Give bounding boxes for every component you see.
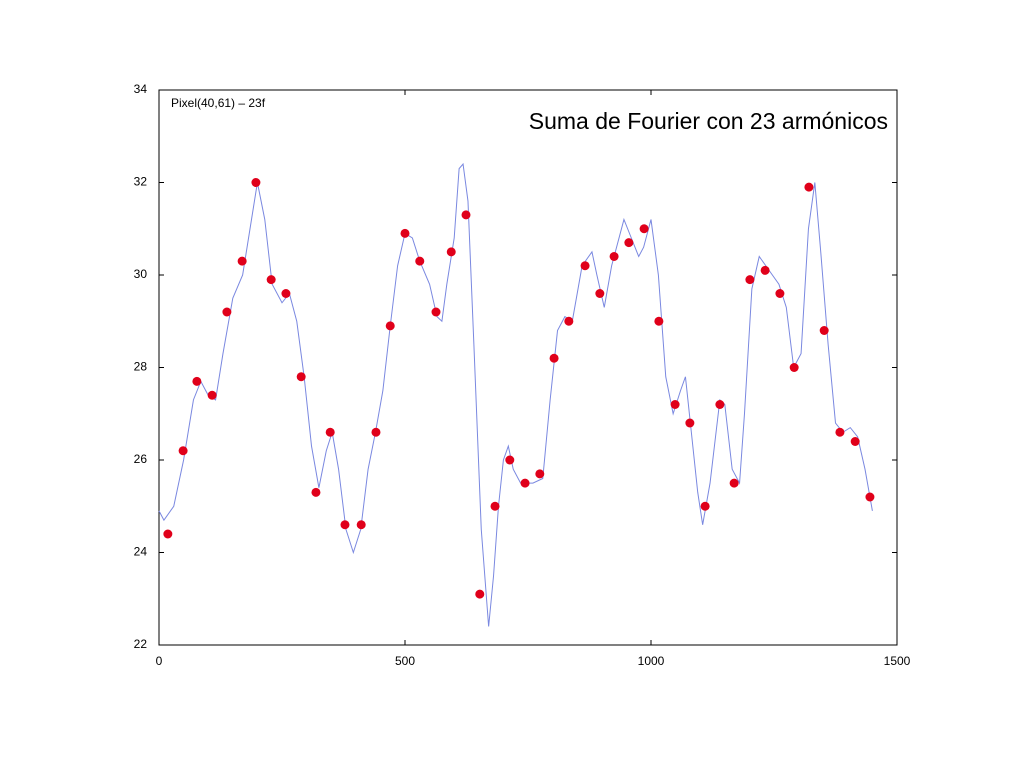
y-tick-label: 30 — [134, 267, 148, 281]
plot-frame — [158, 89, 898, 646]
data-point — [251, 178, 261, 187]
data-point — [340, 520, 350, 530]
y-tick-label: 24 — [134, 545, 148, 559]
y-tick-label: 34 — [134, 82, 148, 96]
data-point — [475, 589, 485, 599]
data-point — [819, 326, 829, 335]
data-point — [266, 275, 276, 285]
data-point — [760, 265, 770, 275]
data-point — [222, 307, 232, 317]
fourier-line — [158, 162, 873, 627]
y-tick-label: 28 — [134, 360, 148, 374]
data-point — [715, 400, 725, 409]
data-point — [535, 469, 545, 479]
data-point — [296, 372, 306, 382]
data-point — [461, 210, 471, 220]
data-point — [431, 307, 441, 317]
data-point — [356, 520, 366, 530]
data-point — [595, 289, 605, 298]
data-point — [490, 501, 500, 511]
data-point — [670, 400, 680, 409]
data-point — [850, 437, 860, 446]
data-point — [745, 275, 755, 285]
data-point — [311, 487, 321, 497]
x-tick-label: 0 — [156, 654, 163, 668]
data-point — [580, 261, 590, 271]
data-point — [835, 427, 845, 437]
data-point — [325, 427, 335, 437]
data-point — [804, 182, 814, 192]
data-point — [865, 492, 875, 502]
data-point — [207, 390, 217, 400]
data-point — [700, 501, 710, 511]
x-tick-label: 1000 — [638, 654, 665, 668]
data-point — [520, 478, 530, 488]
data-point — [609, 252, 619, 261]
chart-title: Suma de Fourier con 23 armónicos — [529, 108, 888, 134]
data-point — [385, 321, 395, 331]
data-point — [415, 256, 425, 266]
data-point — [281, 289, 291, 298]
data-point — [192, 376, 202, 386]
data-point — [624, 238, 634, 248]
data-point — [505, 455, 515, 465]
data-point — [685, 418, 695, 428]
data-point — [400, 228, 410, 238]
y-tick-label: 32 — [134, 175, 148, 189]
data-point — [446, 247, 456, 257]
y-tick-label: 22 — [134, 637, 148, 651]
annotation: Pixel(40,61) – 23f — [171, 96, 266, 110]
data-point — [639, 224, 649, 234]
data-point — [775, 289, 785, 298]
data-point — [564, 316, 574, 326]
data-point — [549, 353, 559, 363]
data-point — [371, 427, 381, 437]
data-point — [654, 316, 664, 326]
data-point — [729, 478, 739, 488]
y-tick-label: 26 — [134, 452, 148, 466]
data-point — [237, 256, 247, 266]
data-point — [789, 363, 799, 372]
data-point — [163, 529, 173, 539]
x-tick-label: 500 — [395, 654, 415, 668]
x-tick-label: 1500 — [884, 654, 911, 668]
data-point — [178, 446, 188, 456]
